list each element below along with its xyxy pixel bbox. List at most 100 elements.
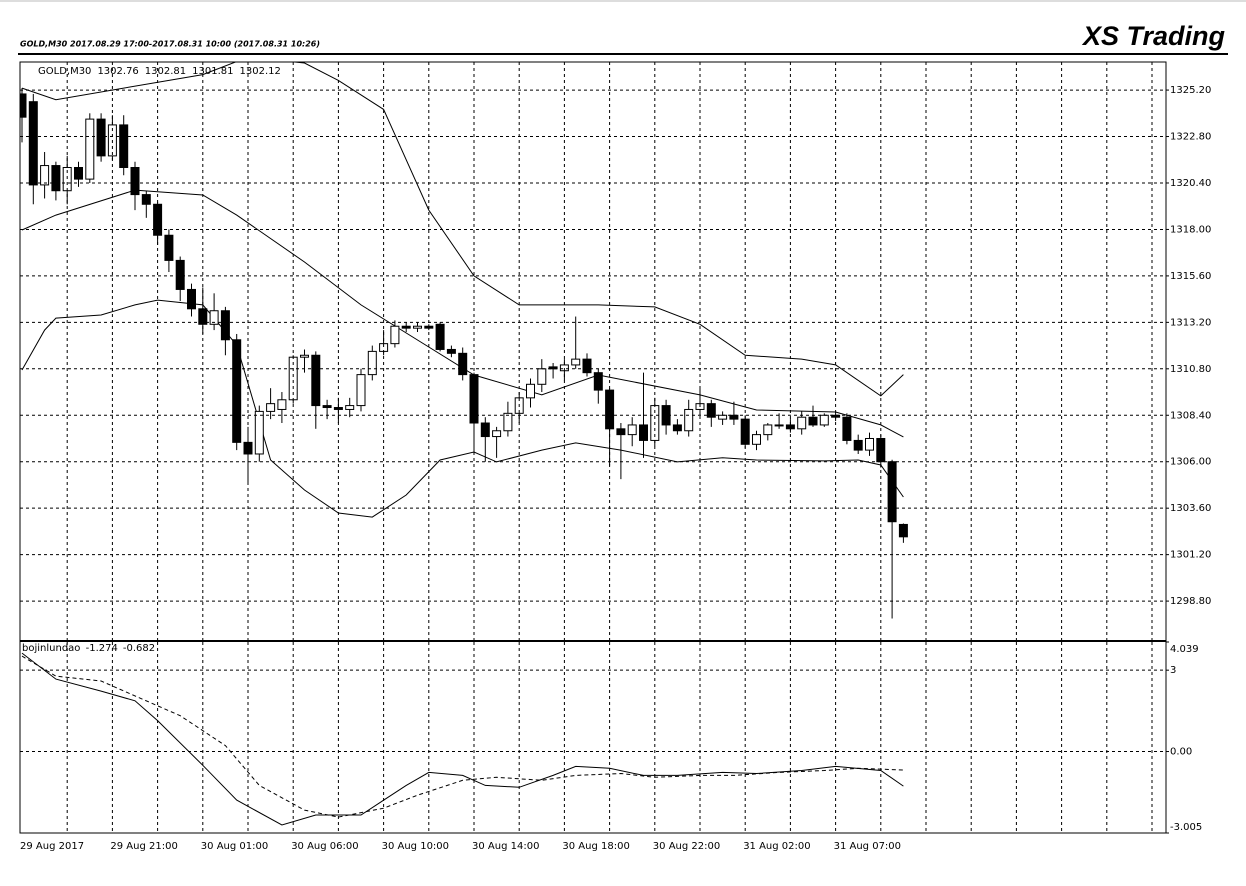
y-tick-label: 1320.40: [1170, 178, 1211, 189]
y-tick-label: 1315.60: [1170, 271, 1211, 282]
candle-body: [141, 194, 151, 205]
candle-body: [480, 422, 490, 438]
candle-body: [672, 424, 682, 432]
candle-body: [435, 323, 445, 350]
candle-body: [300, 354, 309, 358]
y-tick-label: 1310.80: [1170, 364, 1211, 375]
y-tick-label: 0.00: [1170, 747, 1192, 758]
x-tick-label: 31 Aug 02:00: [743, 841, 810, 852]
y-tick-label: 1303.60: [1170, 503, 1211, 514]
candle-body: [763, 424, 773, 436]
candle-body: [898, 523, 908, 538]
candle-body: [684, 408, 694, 432]
x-tick-label: 30 Aug 18:00: [562, 841, 629, 852]
candle-body: [808, 416, 818, 426]
candle-body: [119, 124, 129, 168]
plot-frame: [19, 61, 1167, 834]
candle-body: [492, 430, 502, 438]
x-tick-label: 30 Aug 06:00: [291, 841, 358, 852]
y-tick-label: 1298.80: [1170, 596, 1211, 607]
candle-body: [548, 366, 558, 370]
x-tick-label: 30 Aug 10:00: [382, 841, 449, 852]
brand: XS Trading: [1081, 21, 1226, 51]
price-info: GOLD,M30 1302.76 1302.81 1301.81 1302.12: [38, 66, 281, 77]
candle-body: [740, 418, 750, 445]
candle-body: [729, 414, 739, 420]
candle-body: [718, 414, 728, 420]
chart-header: GOLD,M30 2017.08.29 17:00-2017.08.31 10:…: [20, 40, 320, 49]
candle-body: [311, 354, 321, 407]
candle-body: [164, 234, 174, 261]
y-tick-label: 1301.20: [1170, 550, 1211, 561]
x-tick-label: 30 Aug 01:00: [201, 841, 268, 852]
x-tick-label: 29 Aug 2017: [20, 841, 84, 852]
candle-body: [593, 372, 603, 391]
candle-body: [96, 118, 106, 157]
candle-body: [209, 310, 219, 325]
candle-body: [220, 310, 230, 341]
candle-body: [367, 350, 377, 376]
candle-body: [254, 410, 264, 455]
indicator-value: -0.682: [123, 643, 155, 654]
x-tick-label: 29 Aug 21:00: [110, 841, 177, 852]
band-line: [21, 62, 904, 397]
indicator-line: [21, 652, 904, 826]
candle-body: [130, 166, 140, 196]
candle-body: [616, 428, 626, 436]
indicator-value: -1.274: [86, 643, 118, 654]
y-tick-label: 1325.20: [1170, 85, 1211, 96]
candle-body: [413, 325, 422, 329]
indicator-line: [21, 655, 904, 818]
candle-body: [51, 165, 61, 192]
y-tick-label: 1306.00: [1170, 457, 1211, 468]
candle-body: [390, 325, 400, 345]
candle-body: [582, 358, 592, 374]
candle-body: [774, 424, 784, 427]
candle-body: [28, 101, 38, 186]
candle-body: [333, 407, 343, 410]
indicator-info: bojinlundao -1.274 -0.682: [22, 643, 155, 654]
oscillator-panel: [21, 652, 904, 826]
last-high: 1302.81: [145, 66, 186, 77]
candle-body: [187, 288, 196, 310]
y-tick-label: 1308.40: [1170, 410, 1211, 421]
band-line: [21, 189, 904, 438]
candle-body: [266, 403, 276, 412]
last-low: 1301.81: [192, 66, 233, 77]
indicator-name: bojinlundao: [22, 643, 81, 654]
candle-body: [797, 416, 807, 430]
candle-body: [232, 339, 242, 443]
candle-body: [503, 412, 513, 432]
candle-body: [40, 165, 50, 186]
y-tick-label: 4.039: [1170, 644, 1199, 655]
candle-body: [401, 325, 411, 329]
x-tick-label: 30 Aug 22:00: [653, 841, 720, 852]
candle-body: [356, 374, 366, 407]
candle-body: [639, 424, 648, 441]
candle-body: [85, 118, 95, 180]
candle-body: [322, 405, 332, 409]
candle-body: [842, 416, 852, 441]
candle-body: [277, 399, 287, 410]
candle-body: [853, 439, 863, 451]
candle-body: [175, 259, 185, 290]
candle-body: [819, 414, 829, 426]
y-tick-label: 1318.00: [1170, 224, 1211, 235]
candle-body: [627, 424, 637, 436]
y-tick-label: 1322.80: [1170, 132, 1211, 143]
last-open: 1302.76: [97, 66, 138, 77]
candle-body: [345, 405, 355, 410]
y-tick-label: 1313.20: [1170, 317, 1211, 328]
main-panel: [20, 62, 908, 619]
candle-body: [865, 437, 874, 451]
band-line: [21, 299, 904, 518]
symbol: GOLD,M30: [38, 66, 91, 77]
candle-body: [706, 403, 716, 418]
candle-body: [526, 383, 535, 399]
candle-body: [537, 368, 547, 385]
candle-body: [458, 352, 468, 376]
candle-body: [20, 93, 27, 118]
y-tick-label: 3: [1170, 665, 1176, 676]
